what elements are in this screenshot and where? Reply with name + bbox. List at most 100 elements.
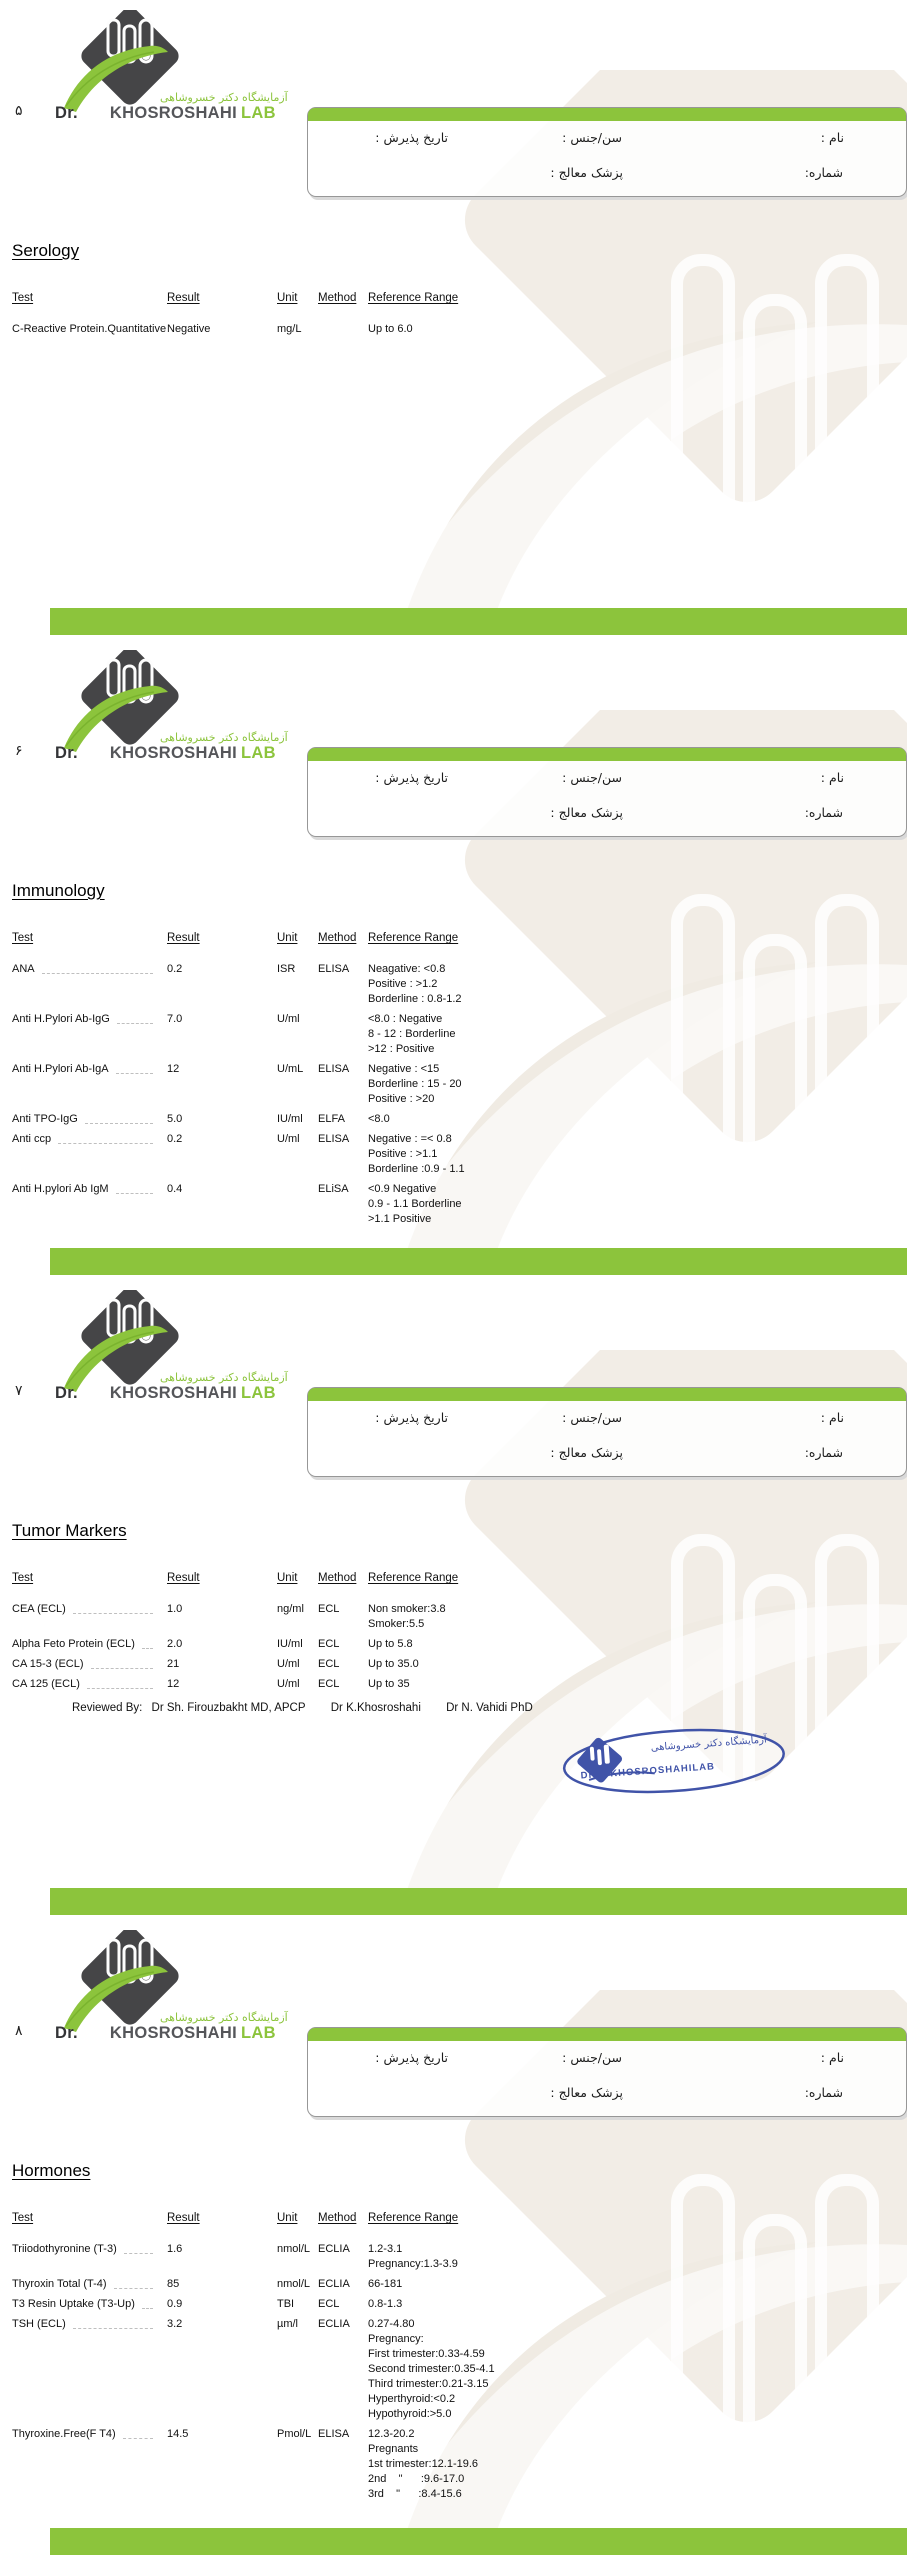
reference-range-cell: Up to 35.0 bbox=[368, 1658, 419, 1670]
header-unit-text: Unit bbox=[277, 932, 298, 944]
results-table: ANA 0.2 ISR ELISA Neagative: <0.8 Positi… bbox=[12, 962, 897, 1232]
header-result: Result bbox=[167, 292, 277, 304]
header-unit: Unit bbox=[277, 292, 318, 304]
lab-name-english: Dr. KHOSROSHAHI LAB bbox=[55, 104, 276, 123]
lab-name-main: KHOSROSHAHI bbox=[109, 744, 237, 762]
method-cell: ECLIA bbox=[318, 2243, 350, 2255]
header-test: Test bbox=[12, 292, 167, 304]
patient-info-box: نام : سن/جنس : تاریخ پذیرش : شماره: پزشک… bbox=[307, 107, 907, 197]
reference-range-cell: 66-181 bbox=[368, 2278, 403, 2290]
reference-range-cell: Up to 35 bbox=[368, 1678, 410, 1690]
result-cell: 3.2 bbox=[167, 2318, 183, 2330]
unit-cell: nmol/L bbox=[277, 2243, 311, 2255]
header-result: Result bbox=[167, 932, 277, 944]
header-unit-text: Unit bbox=[277, 2212, 298, 2224]
reference-range-cell: Neagative: <0.8 Positive : >1.2 Borderli… bbox=[368, 963, 462, 1005]
reviewed-by-label: Reviewed By: bbox=[72, 1702, 143, 1714]
results-table: Triiodothyronine (T-3) 1.6 nmol/L ECLIA … bbox=[12, 2242, 897, 2507]
lab-name-dr: Dr. bbox=[55, 1384, 78, 1402]
page-number: ۶ bbox=[15, 743, 23, 759]
info-box-green-strip bbox=[308, 748, 906, 761]
reviewer-1: Dr Sh. Firouzbakht MD, APCP bbox=[151, 1702, 306, 1714]
test-name-cell: Anti TPO-IgG bbox=[12, 1112, 167, 1127]
header-test: Test bbox=[12, 1572, 167, 1584]
test-name: Anti H.Pylori Ab-IgA bbox=[12, 1063, 109, 1075]
physician-label: پزشک معالج : bbox=[550, 2085, 623, 2100]
result-cell: 0.2 bbox=[167, 1133, 183, 1145]
test-name: T3 Resin Uptake (T3-Up) bbox=[12, 2298, 135, 2310]
unit-cell: U/ml bbox=[277, 1133, 300, 1145]
lab-name-dr: Dr. bbox=[55, 2024, 78, 2042]
age-sex-label: سن/جنس : bbox=[562, 770, 622, 785]
page-number: ۵ bbox=[15, 103, 23, 119]
method-cell: ECLIA bbox=[318, 2278, 350, 2290]
lab-name-dr: Dr. bbox=[55, 104, 78, 122]
test-name-cell: Thyroxin Total (T-4) bbox=[12, 2277, 167, 2292]
section-title: Serology bbox=[12, 241, 79, 261]
admission-date-label: تاریخ پذیرش : bbox=[375, 130, 448, 145]
number-label: شماره: bbox=[804, 805, 843, 820]
lab-name-english: Dr. KHOSROSHAHI LAB bbox=[55, 744, 276, 763]
header-reference-range: Reference Range bbox=[368, 2212, 568, 2224]
result-cell: 7.0 bbox=[167, 1013, 183, 1025]
lab-name-lab: LAB bbox=[240, 744, 276, 762]
patient-info-box: نام : سن/جنس : تاریخ پذیرش : شماره: پزشک… bbox=[307, 2027, 907, 2117]
reference-range-cell: Up to 6.0 bbox=[368, 323, 413, 335]
header-test-text: Test bbox=[12, 292, 34, 304]
header-reference-range: Reference Range bbox=[368, 1572, 568, 1584]
admission-date-label: تاریخ پذیرش : bbox=[375, 1410, 448, 1425]
result-cell: 5.0 bbox=[167, 1113, 183, 1125]
result-cell: 14.5 bbox=[167, 2428, 189, 2440]
unit-cell: U/ml bbox=[277, 1658, 300, 1670]
test-name: TSH (ECL) bbox=[12, 2318, 66, 2330]
test-name-cell: Triiodothyronine (T-3) bbox=[12, 2242, 167, 2257]
test-name-cell: Anti H.Pylori Ab-IgA bbox=[12, 1062, 167, 1077]
section-title-text: Serology bbox=[12, 241, 80, 260]
dotted-leader bbox=[90, 1668, 153, 1669]
unit-cell: IU/ml bbox=[277, 1113, 303, 1125]
name-label: نام : bbox=[820, 2050, 844, 2065]
results-table: CEA (ECL) 1.0 ng/ml ECL Non smoker:3.8 S… bbox=[12, 1602, 897, 1697]
test-name: Anti H.Pylori Ab-IgG bbox=[12, 1013, 110, 1025]
lab-name-lab: LAB bbox=[240, 104, 276, 122]
header-unit: Unit bbox=[277, 932, 318, 944]
reviewer-2: Dr K.Khosroshahi bbox=[330, 1702, 421, 1714]
test-name: Thyroxin Total (T-4) bbox=[12, 2278, 107, 2290]
reference-range-cell: <8.0 : Negative 8 - 12 : Borderline >12 … bbox=[368, 1013, 456, 1055]
dotted-leader bbox=[115, 1193, 153, 1194]
header-method: Method bbox=[318, 292, 368, 304]
unit-cell: ng/ml bbox=[277, 1603, 304, 1615]
header-method-text: Method bbox=[318, 932, 357, 944]
reference-range-cell: Up to 5.8 bbox=[368, 1638, 413, 1650]
table-row: Anti ccp 0.2 U/ml ELISA Negative : =< 0.… bbox=[12, 1132, 897, 1177]
method-cell: ELISA bbox=[318, 1133, 350, 1145]
test-name: Anti ccp bbox=[12, 1133, 52, 1145]
reference-range-cell: 0.27-4.80 Pregnancy: First trimester:0.3… bbox=[368, 2318, 495, 2420]
test-name-cell: CEA (ECL) bbox=[12, 1602, 167, 1617]
lab-stamp-icon bbox=[562, 1728, 785, 1794]
unit-cell: Pmol/L bbox=[277, 2428, 312, 2440]
header-method: Method bbox=[318, 1572, 368, 1584]
info-box-green-strip bbox=[308, 108, 906, 121]
dotted-leader bbox=[122, 2438, 153, 2439]
header-test: Test bbox=[12, 2212, 167, 2224]
table-row: C-Reactive Protein.Quantitative Negative… bbox=[12, 322, 897, 337]
lab-logo: آزمایشگاه دکتر خسروشاهی Dr. KHOSROSHAHI LA… bbox=[0, 1280, 330, 1410]
section-title: Immunology bbox=[12, 881, 105, 901]
table-row: T3 Resin Uptake (T3-Up) 0.9 TBI ECL 0.8-… bbox=[12, 2297, 897, 2312]
test-name-cell: Anti H.Pylori Ab-IgG bbox=[12, 1012, 167, 1027]
lab-logo-icon bbox=[64, 1930, 179, 2032]
header-test-text: Test bbox=[12, 2212, 34, 2224]
name-label: نام : bbox=[820, 1410, 844, 1425]
footer-green-bar bbox=[50, 608, 907, 635]
test-name-cell: T3 Resin Uptake (T3-Up) bbox=[12, 2297, 167, 2312]
test-name-cell: Anti H.pylori Ab IgM bbox=[12, 1182, 167, 1197]
footer-green-bar bbox=[50, 1888, 907, 1915]
header-method: Method bbox=[318, 2212, 368, 2224]
header-result-text: Result bbox=[167, 2212, 200, 2224]
physician-label: پزشک معالج : bbox=[550, 165, 623, 180]
result-cell: 2.0 bbox=[167, 1638, 183, 1650]
result-cell: 0.9 bbox=[167, 2298, 183, 2310]
number-label: شماره: bbox=[804, 1445, 843, 1460]
lab-logo-icon bbox=[64, 10, 179, 113]
